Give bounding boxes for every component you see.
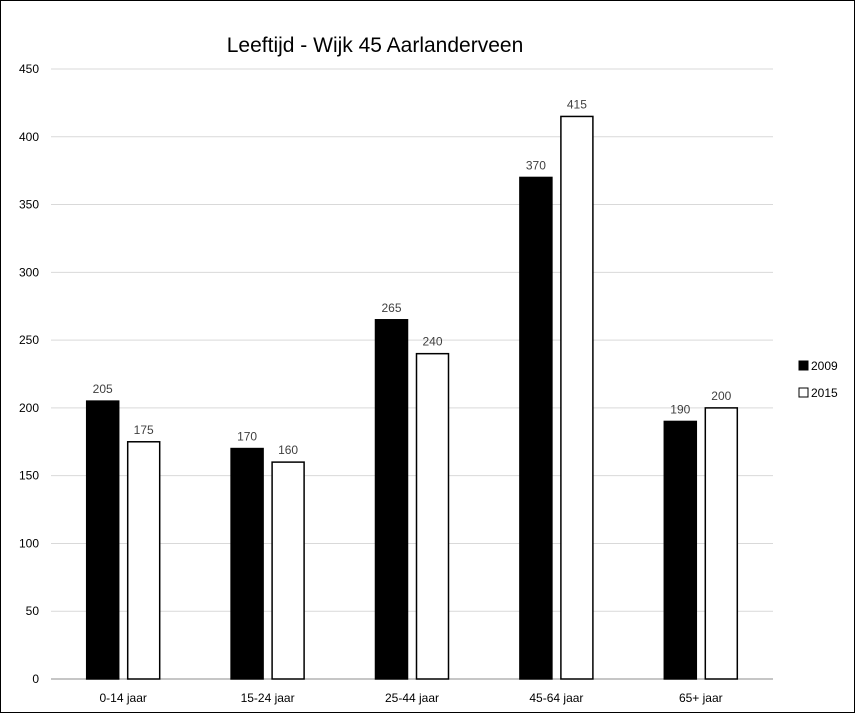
data-label: 205	[93, 382, 113, 396]
x-category-label: 15-24 jaar	[241, 691, 295, 705]
bars	[85, 115, 739, 680]
y-axis-tick-labels: 0 50 100 150 200 250 300 350 400 450	[19, 62, 39, 686]
data-label: 170	[237, 430, 257, 444]
data-label: 370	[526, 158, 546, 172]
bar-2009-15-24-jaar	[230, 447, 264, 680]
y-tick-label: 150	[19, 469, 39, 483]
x-axis-category-labels: 0-14 jaar 15-24 jaar 25-44 jaar 45-64 jaar 6…	[100, 691, 723, 705]
x-category-label: 25-44 jaar	[385, 691, 439, 705]
bar-2015-45-64-jaar	[560, 115, 594, 680]
data-label: 415	[567, 97, 587, 111]
data-label: 200	[711, 389, 731, 403]
y-tick-label: 450	[19, 62, 39, 76]
bar-2015-25-44-jaar	[415, 352, 450, 680]
bar-2015-65-jaar	[704, 407, 739, 680]
legend-swatch-2015	[798, 387, 809, 398]
y-tick-label: 100	[19, 536, 39, 550]
data-label: 190	[670, 402, 690, 416]
x-category-label: 0-14 jaar	[100, 691, 147, 705]
bar-2009-0-14-jaar	[85, 400, 120, 680]
gridlines	[51, 68, 773, 680]
y-tick-label: 0	[32, 672, 39, 686]
data-label: 175	[134, 423, 154, 437]
bar-2015-15-24-jaar	[271, 461, 305, 680]
legend-swatch-2009	[798, 360, 809, 371]
y-tick-label: 200	[19, 401, 39, 415]
legend-label-2009: 2009	[811, 359, 838, 373]
data-labels: 205 175 170 160 265 240 370 415 190 200	[93, 97, 732, 457]
y-tick-label: 350	[19, 198, 39, 212]
data-label: 160	[278, 443, 298, 457]
bar-2009-25-44-jaar	[374, 319, 409, 680]
y-tick-label: 50	[26, 604, 40, 618]
chart-title: Leeftijd - Wijk 45 Aarlanderveen	[227, 34, 524, 57]
bar-2015-0-14-jaar	[126, 441, 161, 680]
legend-label-2015: 2015	[811, 386, 838, 400]
y-tick-label: 250	[19, 333, 39, 347]
legend: 2009 2015	[798, 359, 838, 400]
data-label: 265	[381, 301, 401, 315]
data-label: 240	[422, 335, 442, 349]
bar-2009-45-64-jaar	[519, 176, 553, 680]
bar-2009-65-jaar	[663, 420, 698, 680]
y-tick-label: 300	[19, 265, 39, 279]
x-category-label: 65+ jaar	[679, 691, 723, 705]
x-category-label: 45-64 jaar	[529, 691, 583, 705]
y-tick-label: 400	[19, 130, 39, 144]
